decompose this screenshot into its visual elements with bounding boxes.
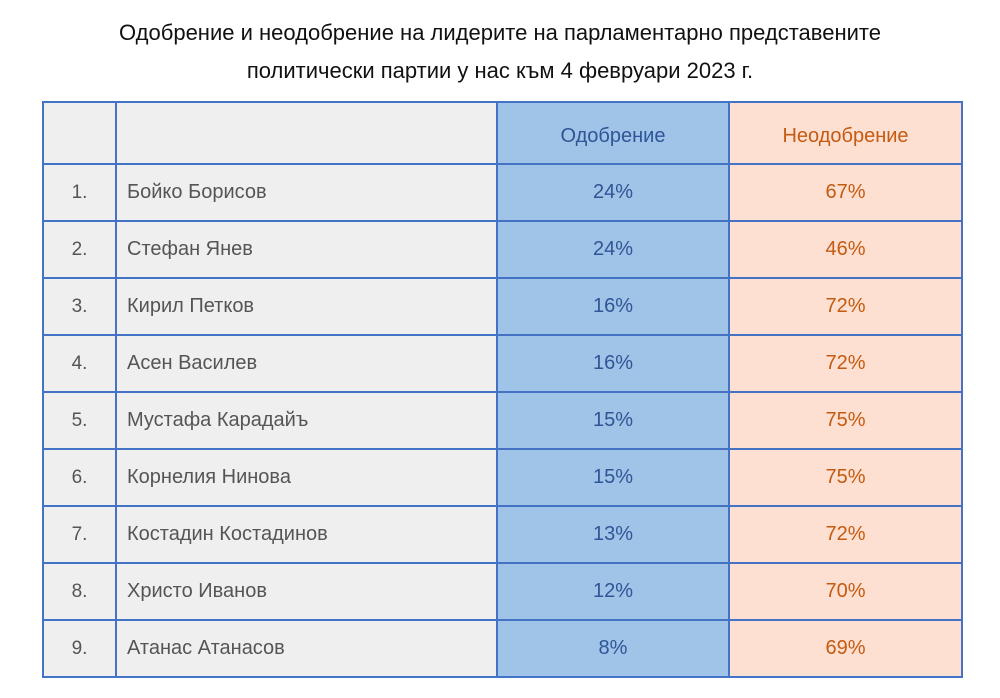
rank-cell: 6.	[42, 448, 117, 507]
rank-cell: 2.	[42, 220, 117, 279]
rank-cell: 5.	[42, 391, 117, 450]
chart-title-line-2: политически партии у нас към 4 февруари …	[246, 58, 754, 83]
ratings-table: Одобрение Неодобрение 1. Бойко Борисов 24%…	[42, 101, 963, 678]
rank-cell: 3.	[42, 277, 117, 336]
approval-value-cell: 15%	[496, 448, 730, 507]
header-disapproval: Неодобрение	[728, 101, 963, 165]
disapproval-value-cell: 67%	[728, 163, 963, 222]
image-crop-edge	[0, 690, 1000, 698]
approval-value-cell: 8%	[496, 619, 730, 678]
header-approval: Одобрение	[496, 101, 730, 165]
leader-name-cell: Асен Василев	[115, 334, 498, 393]
disapproval-value-cell: 69%	[728, 619, 963, 678]
leader-name-cell: Мустафа Карадайъ	[115, 391, 498, 450]
table-row: 1. Бойко Борисов 24% 67%	[42, 163, 963, 222]
leader-name-cell: Атанас Атанасов	[115, 619, 498, 678]
table-row: 2. Стефан Янев 24% 46%	[42, 220, 963, 279]
rank-cell: 9.	[42, 619, 117, 678]
leader-name-cell: Бойко Борисов	[115, 163, 498, 222]
header-rank-cell	[42, 101, 117, 165]
approval-value-cell: 16%	[496, 277, 730, 336]
disapproval-value-cell: 72%	[728, 334, 963, 393]
chart-title: Одобрение и неодобрение на лидерите на п…	[0, 14, 1000, 90]
header-row: Одобрение Неодобрение	[42, 101, 963, 165]
leader-name-cell: Корнелия Нинова	[115, 448, 498, 507]
table-row: 5. Мустафа Карадайъ 15% 75%	[42, 391, 963, 450]
approval-value-cell: 12%	[496, 562, 730, 621]
table-row: 9. Атанас Атанасов 8% 69%	[42, 619, 963, 678]
table-row: 7. Костадин Костадинов 13% 72%	[42, 505, 963, 564]
header-name-cell	[115, 101, 498, 165]
approval-value-cell: 24%	[496, 163, 730, 222]
disapproval-value-cell: 75%	[728, 391, 963, 450]
disapproval-value-cell: 75%	[728, 448, 963, 507]
chart-title-line-1: Одобрение и неодобрение на лидерите на п…	[119, 20, 881, 45]
rank-cell: 4.	[42, 334, 117, 393]
approval-value-cell: 16%	[496, 334, 730, 393]
leader-name-cell: Стефан Янев	[115, 220, 498, 279]
approval-value-cell: 13%	[496, 505, 730, 564]
rank-cell: 7.	[42, 505, 117, 564]
rank-cell: 8.	[42, 562, 117, 621]
table-body: 1. Бойко Борисов 24% 67% 2. Стефан Янев 24% 46%…	[42, 163, 963, 678]
leader-name-cell: Христо Иванов	[115, 562, 498, 621]
approval-value-cell: 24%	[496, 220, 730, 279]
table-row: 6. Корнелия Нинова 15% 75%	[42, 448, 963, 507]
leader-name-cell: Кирил Петков	[115, 277, 498, 336]
table-row: 8. Христо Иванов 12% 70%	[42, 562, 963, 621]
rank-cell: 1.	[42, 163, 117, 222]
table-row: 3. Кирил Петков 16% 72%	[42, 277, 963, 336]
approval-value-cell: 15%	[496, 391, 730, 450]
disapproval-value-cell: 70%	[728, 562, 963, 621]
leader-name-cell: Костадин Костадинов	[115, 505, 498, 564]
disapproval-value-cell: 46%	[728, 220, 963, 279]
disapproval-value-cell: 72%	[728, 505, 963, 564]
table-row: 4. Асен Василев 16% 72%	[42, 334, 963, 393]
disapproval-value-cell: 72%	[728, 277, 963, 336]
